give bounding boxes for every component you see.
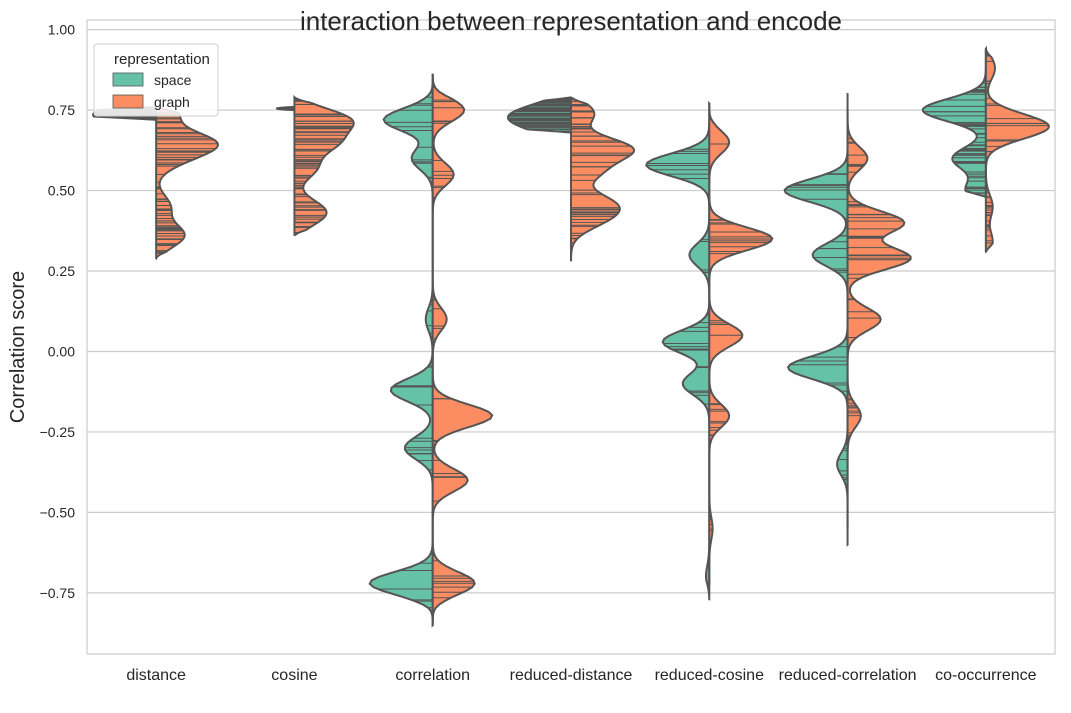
legend-swatch-graph [112,94,144,109]
legend: representation space graph [93,43,219,117]
y-axis-label: Correlation score [7,271,29,423]
violin-half-graph [708,100,774,585]
y-tick-label: −0.50 [40,504,76,520]
violin-reduced-distance [506,96,636,262]
x-tick-label: reduced-cosine [655,667,765,684]
y-tick-label: 0.00 [48,343,75,359]
violin-reduced-correlation [783,92,912,547]
legend-swatch-space [112,72,144,87]
violin-sticks-space [276,106,295,111]
x-tick-label: reduced-correlation [779,667,917,684]
violin-sticks-space [508,97,571,134]
violin-sticks-graph [432,86,475,599]
violin-half-graph [570,96,636,262]
violin-sticks-space [784,160,848,487]
y-tick-label: 0.75 [48,102,75,118]
chart-title: interaction between representation and e… [300,6,842,36]
violin-sticks-space [923,78,986,197]
x-tick-label: distance [126,667,186,684]
legend-title: representation [114,51,210,68]
violin-correlation [368,73,494,628]
violin-sticks-space [377,96,433,612]
y-tick-label: 1.00 [48,22,75,38]
x-tick-label: cosine [271,667,317,684]
violin-sticks-graph [294,99,354,233]
violin-sticks-graph [847,133,911,437]
x-tick-label: reduced-distance [510,667,633,684]
violin-sticks-graph [571,98,633,248]
grid-lines [87,29,1055,594]
legend-label-graph: graph [154,94,190,110]
y-tick-labels: 1.00 0.75 0.50 0.25 0.00 −0.25 −0.50 −0.75 [40,22,76,601]
x-tick-label: correlation [395,667,470,684]
y-tick-label: −0.25 [40,424,76,440]
y-tick-label: 0.50 [48,183,75,199]
violin-half-graph [431,73,494,628]
violin-sticks-graph [985,52,1049,251]
violin-sticks-graph [709,143,773,544]
violin-reduced-cosine [645,100,774,601]
y-tick-label: 0.25 [48,263,75,279]
y-tick-label: −0.75 [40,585,76,601]
x-tick-label: co-occurrence [935,667,1036,684]
violin-cosine [275,94,355,237]
violin-half-graph [984,46,1050,254]
violin-co-occurrence [921,45,1050,254]
x-tick-labels: distance cosine correlation reduced-distanc… [126,667,1036,684]
violin-sticks-graph [156,112,218,254]
legend-label-space: space [154,72,192,88]
